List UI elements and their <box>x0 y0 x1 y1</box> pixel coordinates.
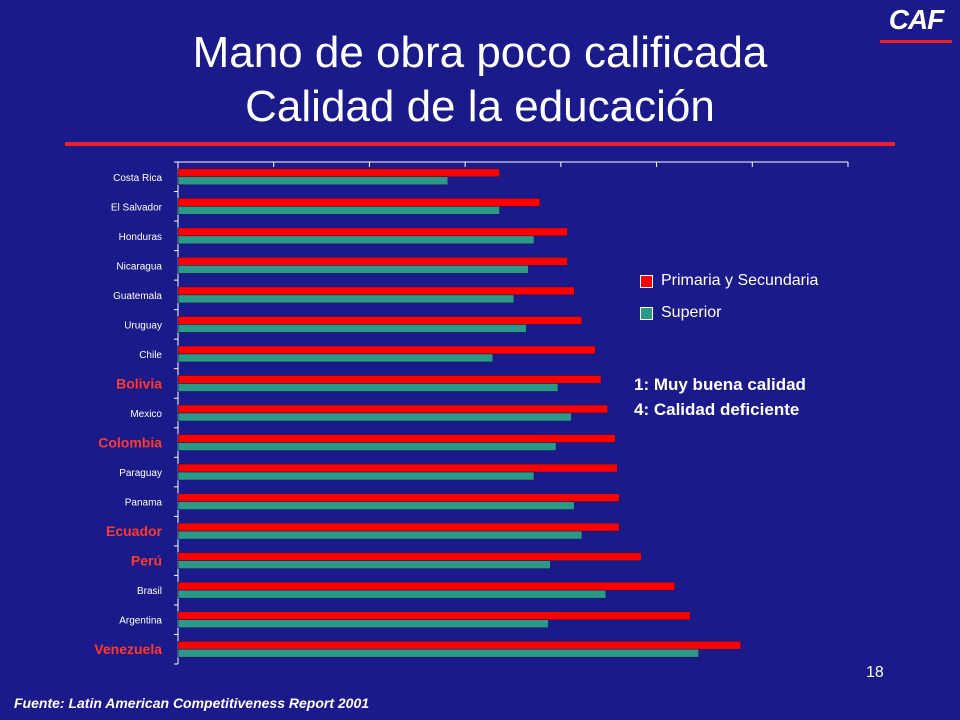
bar-primary <box>177 493 620 502</box>
legend-item-primary: Primaria y Secundaria <box>640 272 818 290</box>
bar-primary <box>177 581 676 591</box>
category-label: Panama <box>125 498 163 509</box>
bar-superior <box>177 176 449 186</box>
legend-label-superior: Superior <box>661 304 722 321</box>
category-label: Nicaragua <box>116 261 162 272</box>
bar-primary <box>177 316 583 325</box>
bar-primary <box>177 552 642 561</box>
bar-superior <box>177 412 572 422</box>
bar-primary <box>177 168 500 178</box>
bar-superior <box>177 235 535 245</box>
category-label: Brasil <box>137 586 162 597</box>
category-label: Argentina <box>119 616 162 627</box>
page-number: 18 <box>866 664 884 681</box>
caf-logo: CAF <box>888 4 945 35</box>
bar-superior <box>177 471 535 481</box>
slide-title-line-1: Mano de obra poco calificada <box>192 28 768 77</box>
bar-primary <box>177 434 616 443</box>
scale-note-worst: 4: Calidad deficiente <box>634 400 800 419</box>
source-note: Fuente: Latin American Competitiveness R… <box>14 695 370 711</box>
bar-superior <box>177 353 494 363</box>
logo-underline <box>880 40 952 43</box>
category-label: Mexico <box>130 409 162 420</box>
bar-primary <box>177 611 691 621</box>
bar-primary <box>177 197 541 207</box>
legend-swatch-superior <box>640 306 653 320</box>
slide-title-line-2: Calidad de la educación <box>245 82 715 131</box>
legend-swatch-primary <box>640 274 653 288</box>
bar-primary <box>177 257 568 266</box>
bar-superior <box>177 501 575 510</box>
category-label: Chile <box>139 350 162 361</box>
bar-primary <box>177 640 742 650</box>
category-label: Venezuela <box>94 641 162 657</box>
category-label: Guatemala <box>113 291 162 302</box>
category-label: Bolivia <box>116 375 162 391</box>
bar-superior <box>177 383 559 392</box>
category-label: Uruguay <box>124 320 162 331</box>
category-label: Paraguay <box>119 468 162 479</box>
scale-note-best: 1: Muy buena calidad <box>634 375 806 394</box>
bar-primary <box>177 522 620 532</box>
bar-superior <box>177 205 500 215</box>
bar-superior <box>177 589 607 599</box>
legend-item-superior: Superior <box>640 304 721 322</box>
bar-primary <box>177 463 618 473</box>
category-label: Ecuador <box>106 523 163 539</box>
category-label: El Salvador <box>111 202 163 213</box>
legend-label-primary: Primaria y Secundaria <box>661 272 819 289</box>
category-label: Costa Rica <box>113 173 162 184</box>
category-label: Honduras <box>119 232 162 243</box>
bar-primary <box>177 404 609 414</box>
bar-primary <box>177 286 575 296</box>
bar-primary <box>177 227 568 237</box>
bar-superior <box>177 530 583 540</box>
category-label: Colombia <box>98 435 162 451</box>
bar-superior <box>177 442 557 451</box>
bar-primary <box>177 375 602 384</box>
bar-superior <box>177 648 699 658</box>
bar-superior <box>177 324 527 333</box>
bar-superior <box>177 619 549 629</box>
bar-superior <box>177 560 551 569</box>
bar-superior <box>177 294 515 304</box>
bar-primary <box>177 345 596 355</box>
bar-superior <box>177 265 529 274</box>
category-label: Perú <box>131 553 162 569</box>
title-divider <box>65 142 895 146</box>
